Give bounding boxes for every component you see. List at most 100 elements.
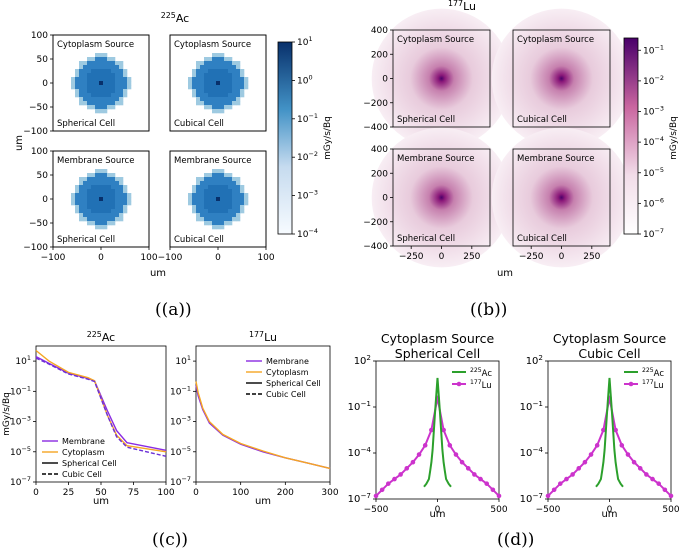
colorbar-a-tick-label: 10−3 [297, 189, 318, 202]
heatmap-a-pixel [236, 61, 241, 66]
heatmap-a-pixel [83, 101, 88, 106]
heatmap-a-pixel [212, 225, 217, 230]
heatmap-a-pixel [79, 77, 84, 82]
heatmap-a-pixel [103, 61, 108, 66]
heatmap-a-pixel [204, 213, 209, 218]
heatmap-a-pixel [91, 173, 96, 178]
heatmap-a-pixel [83, 181, 88, 186]
heatmap-a-pixel [188, 81, 193, 86]
heatmap-a-pixel [95, 225, 100, 230]
heatmap-a-pixel [208, 57, 213, 62]
heatmap-b-source-label: Membrane Source [517, 154, 594, 164]
heatmap-a-pixel [103, 173, 108, 178]
heatmap-a-pixel [228, 181, 233, 186]
heatmap-a-pixel [79, 85, 84, 90]
heatmap-a-pixel [232, 177, 237, 182]
heatmap-a-pixel [208, 61, 213, 66]
heatmap-a-pixel [103, 225, 108, 230]
heatmap-a-pixel [91, 101, 96, 106]
heatmap-a-pixel [220, 181, 225, 186]
heatmap-a-pixel [115, 189, 120, 194]
heatmap-a-pixel [224, 197, 229, 202]
heatmap-a-ytick-label: 0 [42, 79, 48, 89]
heatmap-a-pixel [204, 65, 209, 70]
profile-d-lu-marker [453, 452, 459, 457]
heatmap-a-pixel [111, 61, 116, 66]
heatmap-a-pixel [91, 193, 96, 198]
profile-ac-series [35, 357, 167, 457]
heatmap-a-pixel [244, 85, 249, 90]
heatmap-b-source-label: Cytoplasm Source [397, 35, 474, 45]
heatmap-a-pixel [220, 185, 225, 190]
heatmap-a-pixel [216, 193, 221, 198]
heatmap-a-pixel [95, 185, 100, 190]
y-tick-label: 10−7 [520, 491, 543, 505]
heatmap-a-pixel [240, 85, 245, 90]
heatmap-b-cell-label: Cubical Cell [517, 234, 567, 244]
heatmap-a-pixel [83, 73, 88, 78]
x-tick-label: 0 [435, 505, 441, 515]
heatmap-a-pixel [95, 197, 100, 202]
profile-ac-legend-label: Spherical Cell [62, 459, 117, 468]
heatmap-a-pixel [111, 57, 116, 62]
heatmap-a-pixel [196, 97, 201, 102]
heatmap-a-pixel [95, 85, 100, 90]
heatmap-a-pixel [83, 205, 88, 210]
profile-d-lu-marker [545, 493, 551, 499]
heatmap-a-pixel [232, 205, 237, 210]
heatmap-a-pixel [228, 209, 233, 214]
heatmap-a-pixel [87, 101, 92, 106]
heatmap-a-pixel [212, 85, 217, 90]
y-tick-label: 10−4 [520, 445, 544, 459]
heatmap-a-pixel [123, 77, 128, 82]
heatmap-a-pixel [208, 173, 213, 178]
heatmap-a-pixel [75, 89, 80, 94]
heatmap-a-pixel [236, 93, 241, 98]
heatmap-a-pixel [220, 69, 225, 74]
heatmap-a-xtick-label: 100 [257, 253, 274, 263]
heatmap-a-pixel [220, 173, 225, 178]
heatmap-a-pixel [220, 53, 225, 58]
heatmap-a-pixel [220, 209, 225, 214]
heatmap-a-pixel [87, 209, 92, 214]
heatmap-a-pixel [95, 93, 100, 98]
heatmap-a-pixel [200, 185, 205, 190]
heatmap-a-pixel [224, 57, 229, 62]
heatmap-a-pixel [87, 177, 92, 182]
heatmap-a-ytick-label: 50 [37, 55, 49, 65]
heatmap-a-pixel [115, 213, 120, 218]
profile-d-lu-marker [631, 459, 637, 465]
heatmap-a-pixel [111, 81, 116, 86]
heatmap-a-pixel [240, 93, 245, 98]
caption-b: ((b)) [470, 300, 508, 320]
heatmap-a-pixel [216, 89, 221, 94]
heatmap-a-pixel [95, 205, 100, 210]
heatmap-a-pixel [208, 77, 213, 82]
heatmap-a-pixel [212, 169, 217, 174]
heatmap-a-pixel [232, 209, 237, 214]
heatmap-a-pixel [228, 61, 233, 66]
heatmap-a-pixel [107, 73, 112, 78]
heatmap-a-pixel [216, 109, 221, 114]
heatmap-a-pixel [111, 177, 116, 182]
heatmap-a-pixel [107, 61, 112, 66]
profile-d-lu-marker [484, 481, 490, 486]
heatmap-a-pixel [115, 97, 120, 102]
heatmap-a-pixel [192, 205, 197, 210]
heatmap-a-pixel [103, 169, 108, 174]
heatmap-a-pixel [232, 69, 237, 74]
heatmap-b-xtick-label: −250 [399, 252, 424, 262]
heatmap-a-pixel [220, 73, 225, 78]
heatmap-a-pixel [240, 77, 245, 82]
heatmap-a-pixel [79, 65, 84, 70]
heatmap-a-pixel [99, 209, 104, 214]
heatmap-a-pixel [87, 85, 92, 90]
heatmap-a-pixel [95, 53, 100, 58]
heatmap-a-pixel [208, 65, 213, 70]
heatmap-a-pixel [75, 193, 80, 198]
colorbar-b-tick-label: 10−4 [643, 135, 664, 148]
heatmap-a-pixel [103, 193, 108, 198]
heatmap-a-pixel [75, 189, 80, 194]
heatmap-a-pixel [83, 61, 88, 66]
heatmap-a-pixel [232, 77, 237, 82]
